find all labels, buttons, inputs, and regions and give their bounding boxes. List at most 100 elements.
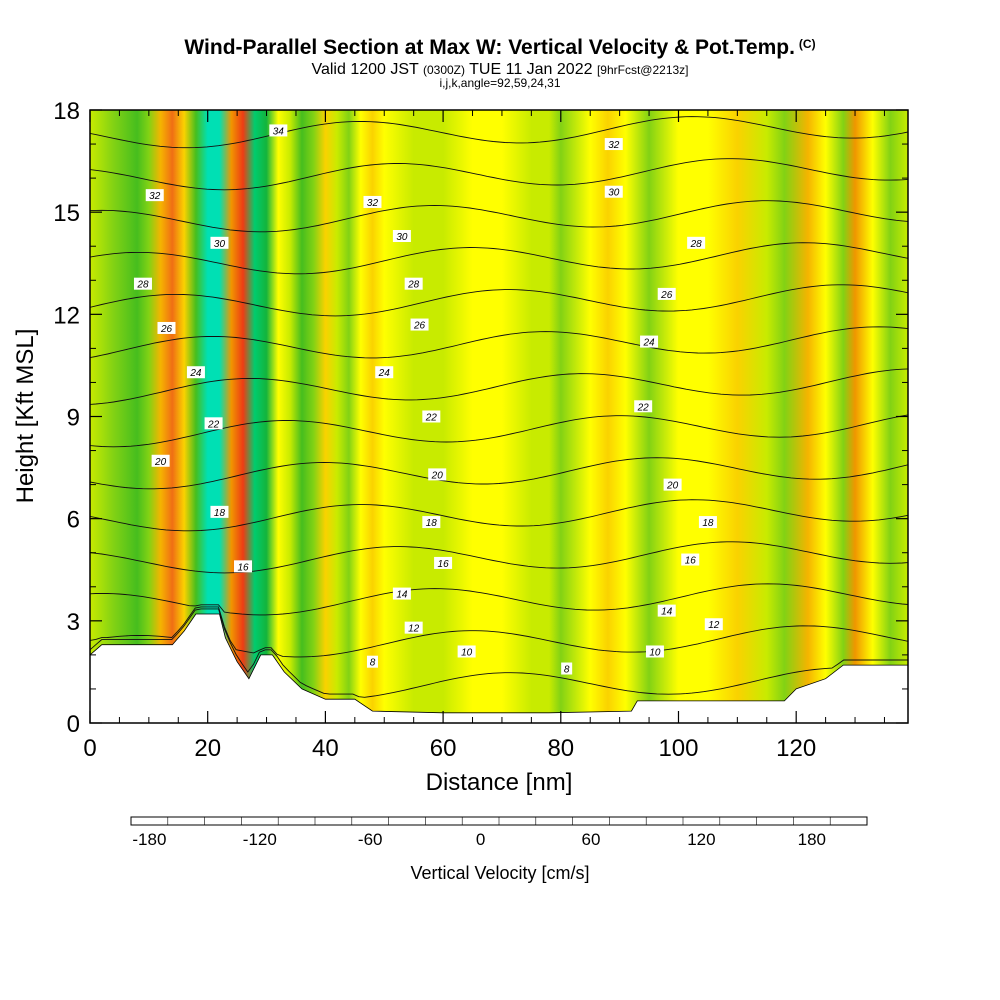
contour-label-bg	[457, 645, 476, 658]
contour-label-text: 30	[608, 188, 620, 199]
contour-label-bg	[663, 478, 682, 491]
contour-label-bg	[422, 410, 441, 423]
contour-label: 18	[210, 505, 229, 519]
contour-label: 20	[663, 478, 682, 492]
contour-label-text: 10	[649, 647, 661, 658]
contour-label: 32	[604, 138, 623, 151]
contour-label-text: 30	[214, 239, 226, 250]
contour-label: 18	[422, 516, 441, 529]
contour-label: 24	[640, 335, 659, 349]
contour-label-bg	[687, 236, 706, 249]
contour-label: 10	[457, 645, 476, 658]
contour-label-text: 20	[666, 481, 679, 492]
theta-contour-28	[90, 242, 908, 275]
x-tick-label: 0	[83, 735, 96, 762]
contour-label: 32	[363, 195, 382, 209]
contour-label: 24	[375, 366, 394, 379]
contour-label-bg	[157, 321, 176, 334]
contour-label-bg	[366, 655, 378, 668]
contour-label-text: 18	[426, 518, 438, 529]
contour-label: 30	[604, 185, 623, 199]
contour-label-text: 26	[160, 324, 173, 335]
theta-contour-10	[90, 606, 908, 658]
velocity-fill	[90, 110, 908, 723]
contour-label-bg	[640, 335, 659, 348]
title-copyright-mark: (C)	[798, 37, 816, 51]
contour-label-text: 28	[136, 280, 149, 291]
contour-label-bg	[404, 621, 423, 634]
contour-label-bg	[392, 587, 411, 600]
contour-label-bg	[657, 287, 676, 300]
contour-label: 24	[186, 366, 205, 379]
contour-label-bg	[269, 124, 288, 137]
contour-label-text: 24	[189, 368, 202, 379]
contour-label-text: 16	[685, 556, 697, 567]
contour-label-text: 22	[425, 413, 438, 424]
valid-zulu: (0300Z)	[422, 63, 465, 77]
valid-date: TUE 11 Jan 2022	[469, 61, 593, 78]
theta-contour-20	[90, 414, 908, 448]
contour-label: 20	[151, 454, 170, 468]
y-tick-label: 0	[67, 711, 80, 738]
contour-label-bg	[151, 454, 170, 467]
vertical-velocity-field	[90, 110, 908, 723]
contour-label-text: 28	[407, 280, 420, 291]
contour-label-bg	[645, 645, 664, 658]
contour-label-text: 20	[154, 457, 167, 468]
contour-label: 30	[210, 236, 229, 250]
contour-label: 28	[133, 277, 152, 291]
contour-label: 14	[392, 587, 411, 601]
contour-label-bg	[210, 505, 229, 518]
y-tick-label: 9	[67, 405, 80, 432]
theta-contour-14	[90, 541, 908, 574]
colorbar-title: Vertical Velocity [cm/s]	[410, 863, 590, 883]
contour-label-text: 14	[661, 607, 673, 618]
contour-label-text: 24	[643, 338, 656, 349]
contour-label-text: 26	[660, 290, 673, 301]
chart-title: Wind-Parallel Section at Max W: Vertical…	[184, 36, 816, 59]
y-tick-label: 6	[67, 507, 80, 534]
contour-label-text: 32	[149, 191, 161, 202]
contour-label-bg	[392, 230, 411, 243]
contour-label-bg	[698, 516, 717, 529]
theta-contour-30	[90, 200, 908, 233]
contour-label: 34	[269, 124, 288, 137]
contour-label: 14	[657, 604, 676, 618]
x-tick-label: 20	[194, 735, 221, 762]
contour-label-bg	[428, 468, 447, 481]
contour-label: 10	[645, 645, 664, 658]
contour-label: 8	[561, 662, 573, 676]
contour-label: 16	[681, 553, 700, 567]
contour-label-bg	[186, 366, 205, 379]
x-tick-label: 120	[776, 735, 816, 762]
contour-label-text: 12	[708, 620, 720, 631]
y-tick-label: 12	[53, 302, 80, 329]
forecast-label: [9hrFcst@2213z]	[596, 63, 689, 77]
colorbar-tick-label: -180	[132, 830, 166, 849]
contour-label: 8	[366, 655, 378, 669]
theta-contour-24	[90, 326, 908, 359]
valid-prefix: Valid 1200 JST	[311, 61, 419, 78]
contour-label-bg	[681, 553, 700, 566]
y-tick-label: 18	[53, 98, 80, 125]
theta-contour-26	[90, 284, 908, 317]
chart-valid-time: Valid 1200 JST (0300Z) TUE 11 Jan 2022 […	[0, 61, 1000, 79]
contour-label: 22	[422, 410, 441, 424]
contour-label-bg	[434, 556, 453, 569]
theta-contour-8	[90, 608, 908, 698]
theta-contour-18	[90, 457, 908, 490]
contour-label-text: 24	[378, 368, 391, 379]
section-params: i,j,k,angle=92,59,24,31	[439, 76, 561, 90]
contour-label: 26	[657, 287, 676, 301]
contour-label-bg	[210, 236, 229, 249]
colorbar-tick-label: 180	[798, 830, 826, 849]
y-tick-label: 3	[67, 609, 80, 636]
contour-label: 26	[157, 321, 176, 335]
contour-label-bg	[422, 516, 441, 529]
contour-label-bg	[704, 618, 723, 631]
contour-label-bg	[604, 138, 623, 151]
theta-contour-16	[90, 499, 908, 532]
contour-label: 26	[410, 318, 429, 332]
contour-label: 16	[434, 556, 453, 570]
